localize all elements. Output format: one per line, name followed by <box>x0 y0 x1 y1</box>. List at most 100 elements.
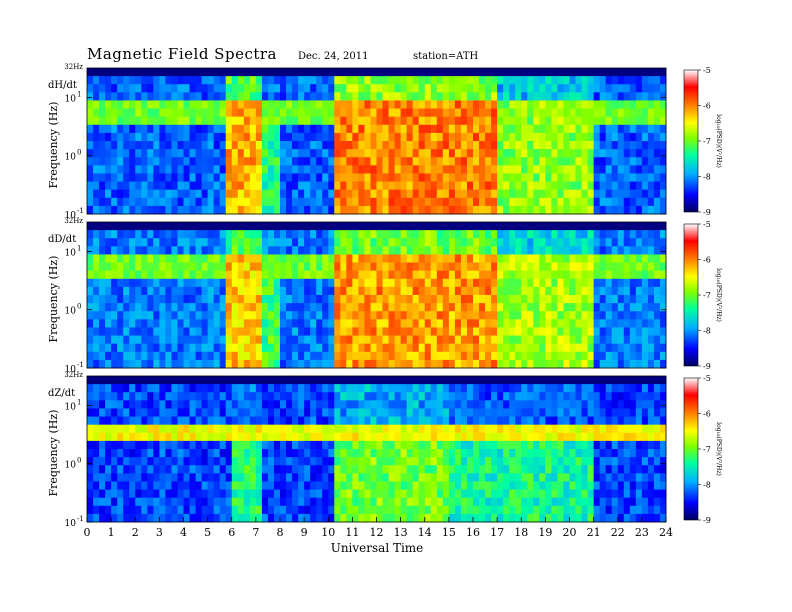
heatmap-cell <box>364 440 371 450</box>
heatmap-cell <box>153 384 160 393</box>
heatmap-cell <box>418 376 426 385</box>
heatmap-cell <box>545 254 552 263</box>
heatmap-cell <box>521 76 528 85</box>
heatmap-cell <box>165 440 172 450</box>
heatmap-cell <box>599 254 607 263</box>
heatmap-cell <box>466 108 474 118</box>
heatmap-cell <box>454 311 462 320</box>
heatmap-cell <box>249 440 257 450</box>
heatmap-cell <box>509 335 516 345</box>
heatmap-cell <box>394 76 402 85</box>
heatmap-cell <box>322 132 329 142</box>
heatmap-cell <box>231 343 239 353</box>
heatmap-cell <box>105 343 112 353</box>
heatmap-cell <box>207 408 215 417</box>
heatmap-cell <box>207 116 215 126</box>
heatmap-cell <box>635 165 643 174</box>
heatmap-cell <box>340 473 347 482</box>
heatmap-cell <box>635 100 643 109</box>
heatmap-cell <box>388 408 395 417</box>
heatmap-cell <box>358 173 365 182</box>
heatmap-cell <box>273 132 281 142</box>
heatmap-cell <box>364 376 371 385</box>
heatmap-cell <box>243 343 251 353</box>
heatmap-cell <box>298 189 305 199</box>
heatmap-cell <box>346 449 353 458</box>
heatmap-cell <box>147 165 154 174</box>
heatmap-cell <box>352 116 359 126</box>
heatmap-cell <box>183 124 190 134</box>
heatmap-cell <box>225 449 233 458</box>
heatmap-cell <box>117 165 124 174</box>
heatmap-cell <box>243 205 251 215</box>
heatmap-cell <box>509 359 516 369</box>
heatmap-cell <box>551 76 558 85</box>
heatmap-cell <box>653 311 661 320</box>
heatmap-cell <box>189 505 196 515</box>
heatmap-cell <box>533 141 540 150</box>
heatmap-cell <box>364 165 371 174</box>
heatmap-cell <box>159 197 166 207</box>
heatmap-cell <box>376 149 383 158</box>
heatmap-cell <box>292 116 299 126</box>
heatmap-cell <box>346 262 353 272</box>
heatmap-cell <box>340 286 347 296</box>
heatmap-cell <box>430 416 438 426</box>
heatmap-cell <box>418 440 426 450</box>
heatmap-cell <box>255 465 263 474</box>
heatmap-cell <box>111 432 118 442</box>
heatmap-cell <box>527 440 534 450</box>
heatmap-cell <box>587 278 595 288</box>
heatmap-cell <box>623 230 631 239</box>
heatmap-cell <box>346 457 353 466</box>
heatmap-cell <box>340 513 347 523</box>
heatmap-cell <box>418 157 426 166</box>
heatmap-cell <box>292 408 299 417</box>
heatmap-cell <box>539 408 546 417</box>
heatmap-cell <box>394 327 402 336</box>
heatmap-cell <box>117 230 124 239</box>
heatmap-cell <box>207 84 215 93</box>
heatmap-cell <box>87 513 94 523</box>
heatmap-cell <box>509 432 516 442</box>
heatmap-cell <box>255 432 263 442</box>
heatmap-cell <box>623 165 631 174</box>
heatmap-cell <box>243 181 251 191</box>
heatmap-cell <box>261 76 269 85</box>
heatmap-cell <box>159 303 166 312</box>
heatmap-cell <box>460 76 468 85</box>
heatmap-cell <box>255 76 263 85</box>
heatmap-cell <box>551 359 558 369</box>
heatmap-cell <box>334 270 341 280</box>
heatmap-cell <box>310 165 317 174</box>
heatmap-cell <box>503 424 510 434</box>
heatmap-cell <box>382 165 389 174</box>
heatmap-cell <box>316 230 323 239</box>
heatmap-cell <box>310 392 317 401</box>
heatmap-cell <box>418 149 426 158</box>
heatmap-cell <box>201 351 209 361</box>
heatmap-cell <box>201 513 209 523</box>
heatmap-cell <box>593 100 601 109</box>
heatmap-cell <box>497 262 504 272</box>
heatmap-cell <box>593 116 601 126</box>
heatmap-cell <box>569 278 576 288</box>
heatmap-cell <box>515 189 522 199</box>
heatmap-cell <box>575 457 582 466</box>
heatmap-cell <box>111 327 118 336</box>
heatmap-cell <box>509 108 516 118</box>
heatmap-cell <box>551 465 558 474</box>
heatmap-cell <box>135 92 142 101</box>
heatmap-cell <box>316 205 323 215</box>
heatmap-cell <box>364 149 371 158</box>
heatmap-cell <box>575 303 582 312</box>
heatmap-cell <box>593 319 601 328</box>
heatmap-cell <box>261 327 269 336</box>
heatmap-cell <box>364 457 371 466</box>
heatmap-cell <box>195 197 202 207</box>
heatmap-cell <box>195 457 202 466</box>
heatmap-cell <box>261 84 269 93</box>
heatmap-cell <box>123 489 130 499</box>
heatmap-cell <box>129 303 136 312</box>
heatmap-cell <box>593 189 601 199</box>
